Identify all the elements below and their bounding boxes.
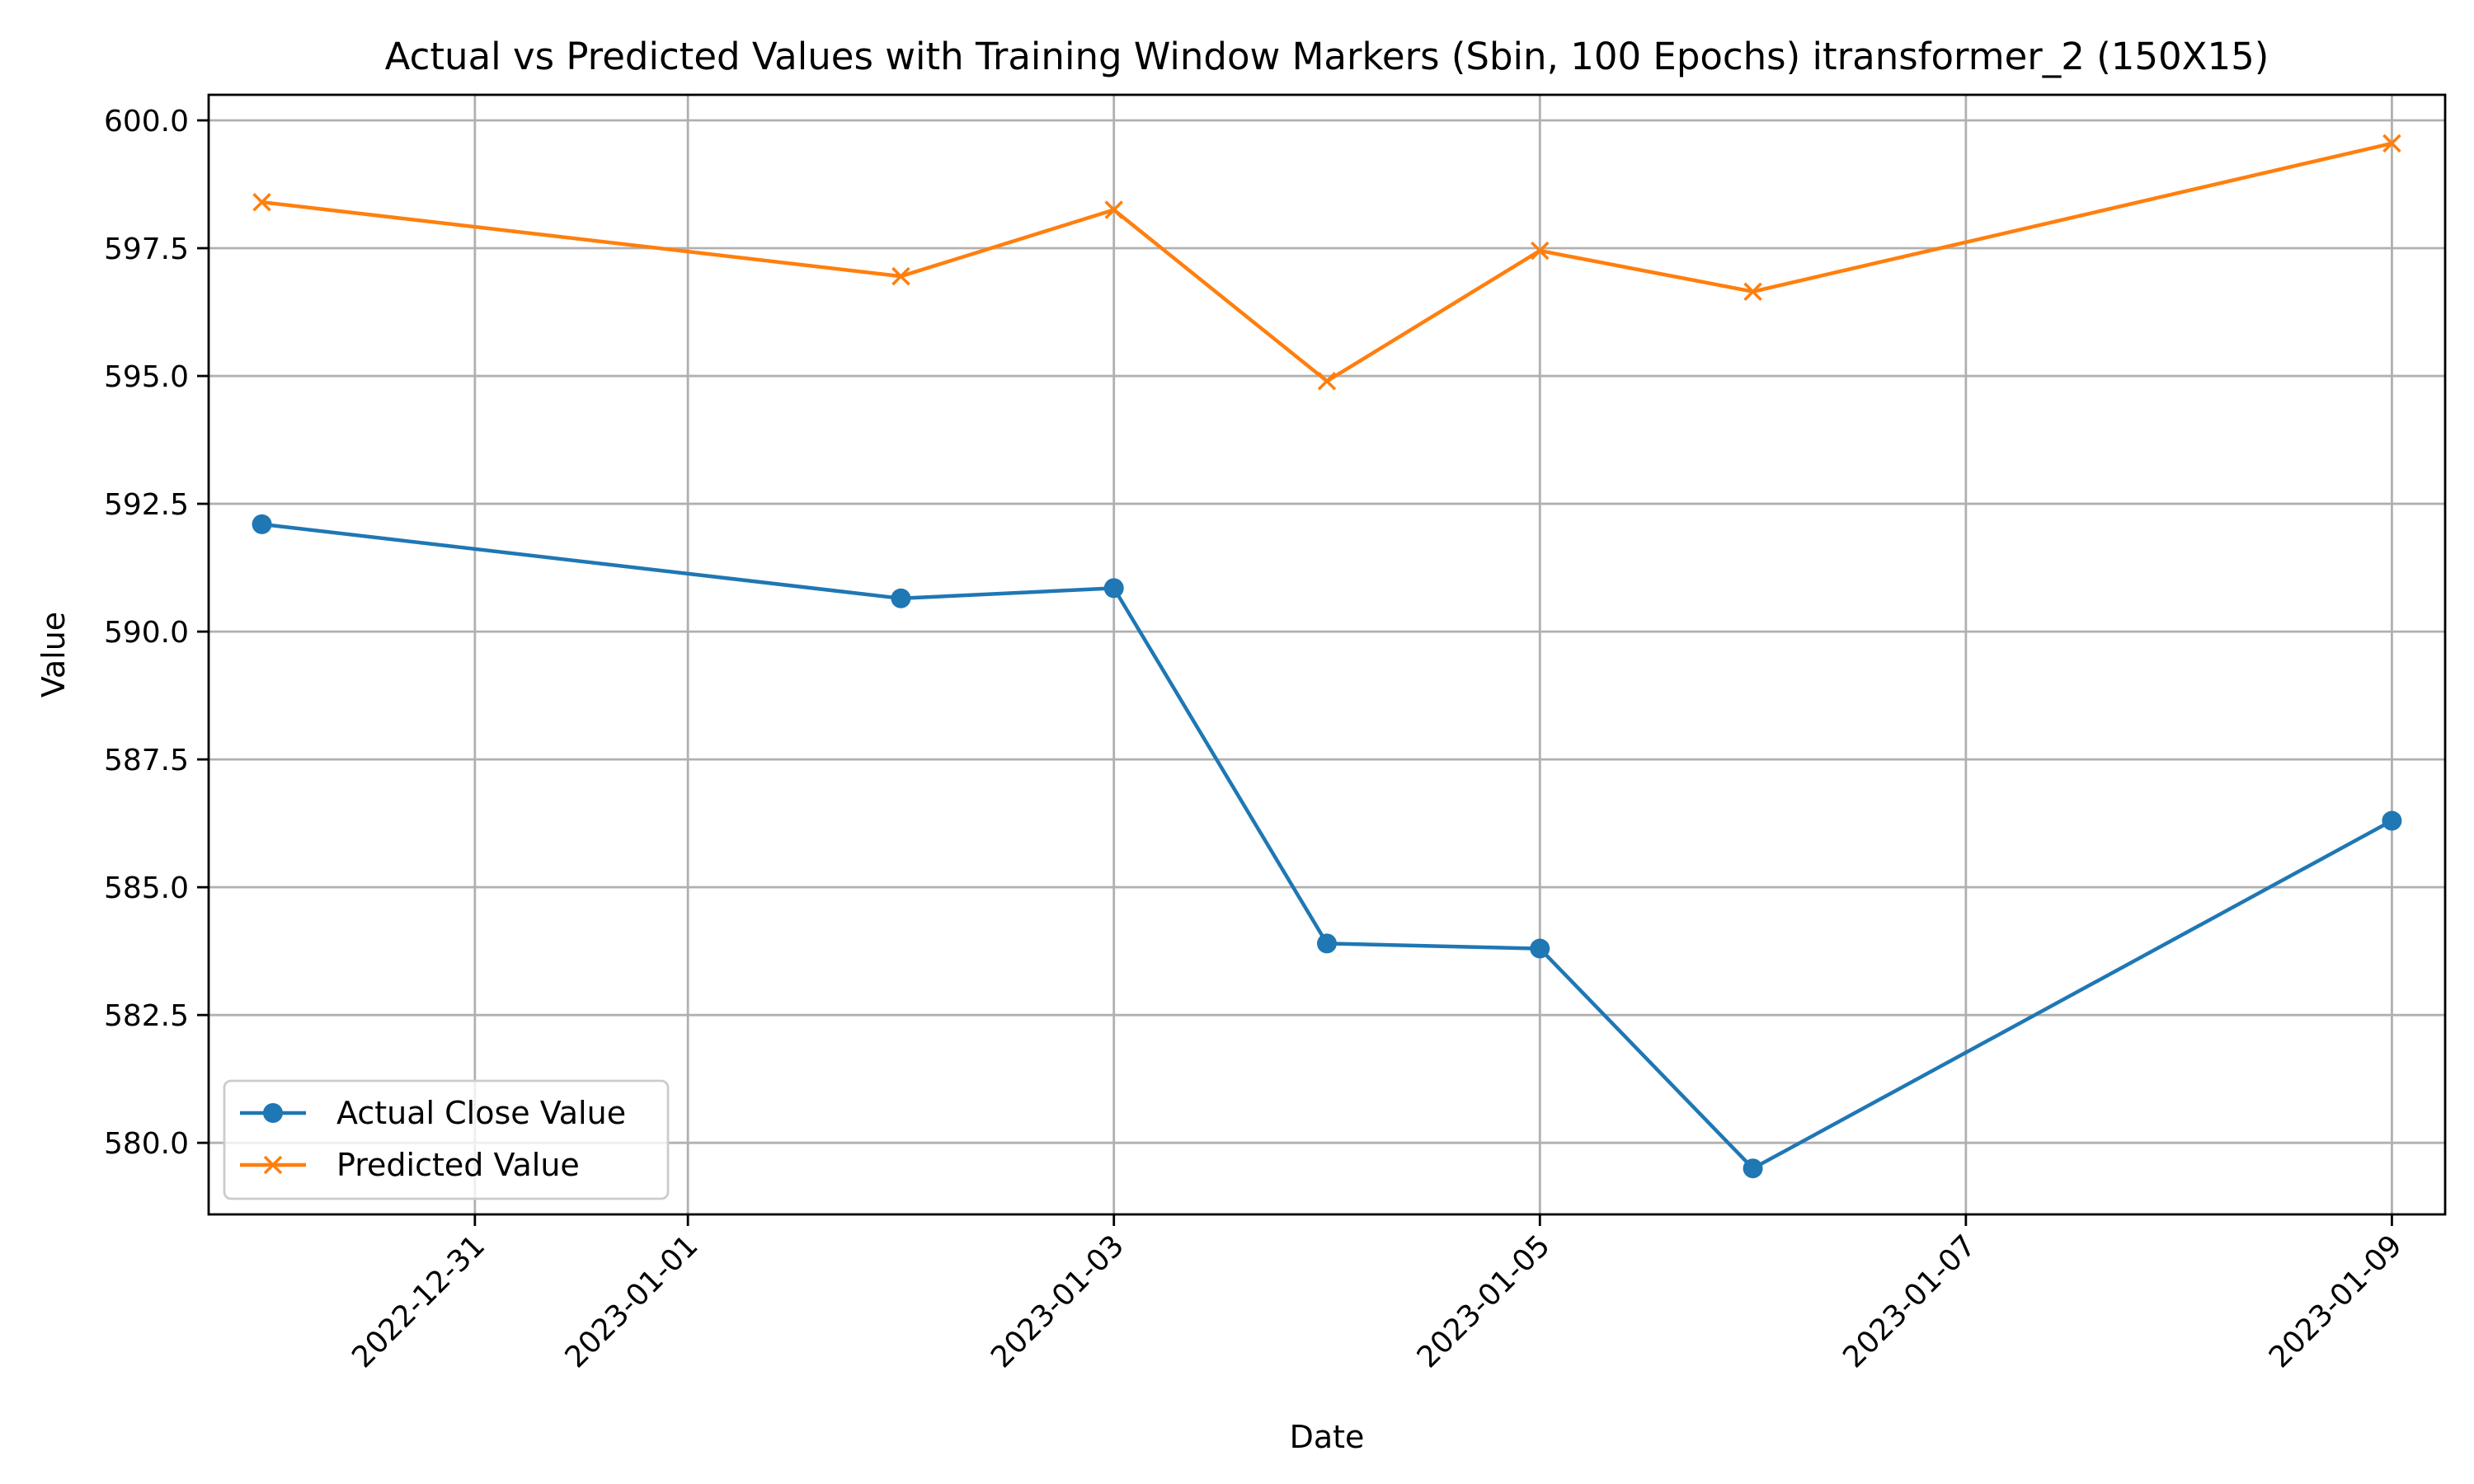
legend: Actual Close Value Predicted Value xyxy=(223,1079,670,1200)
data-point xyxy=(252,192,271,212)
y-tick-label: 597.5 xyxy=(104,232,189,266)
legend-label-predicted: Predicted Value xyxy=(336,1147,580,1183)
data-point xyxy=(891,266,910,286)
legend-marker-actual xyxy=(263,1103,283,1123)
data-point xyxy=(1743,1158,1763,1179)
data-point xyxy=(1103,578,1124,599)
data-point xyxy=(252,514,272,534)
legend-marker-predicted xyxy=(263,1155,283,1175)
data-point xyxy=(1530,938,1550,959)
y-axis-label: Value xyxy=(35,612,72,697)
data-point xyxy=(1531,241,1550,261)
data-point xyxy=(2382,134,2401,153)
series-predicted xyxy=(252,134,2401,391)
plot-frame xyxy=(207,93,2447,1216)
series-layer xyxy=(252,134,2402,1179)
y-tick-label: 590.0 xyxy=(104,616,189,650)
y-tick-label: 595.0 xyxy=(104,360,189,394)
data-point xyxy=(891,588,911,608)
grid xyxy=(209,95,2445,1214)
data-point xyxy=(1317,372,1337,391)
series-actual xyxy=(252,514,2402,1179)
y-tick-label: 585.0 xyxy=(104,871,189,905)
data-point xyxy=(1317,933,1337,954)
data-point xyxy=(2382,810,2402,831)
data-point xyxy=(1743,282,1762,301)
chart-title: Actual vs Predicted Values with Training… xyxy=(385,35,2269,78)
y-tick-label: 592.5 xyxy=(104,488,189,522)
legend-label-actual: Actual Close Value xyxy=(336,1095,626,1131)
data-point xyxy=(1104,200,1123,219)
y-tick-label: 600.0 xyxy=(104,105,189,139)
y-tick-label: 587.5 xyxy=(104,744,189,777)
y-tick-label: 582.5 xyxy=(104,999,189,1033)
x-axis-label: Date xyxy=(1290,1419,1365,1455)
legend-box xyxy=(223,1079,670,1200)
y-tick-label: 580.0 xyxy=(104,1127,189,1161)
